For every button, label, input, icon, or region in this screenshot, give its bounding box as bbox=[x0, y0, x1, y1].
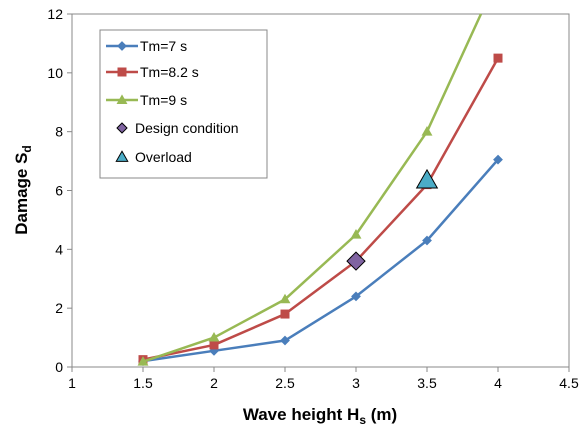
x-tick-label: 3.5 bbox=[417, 375, 437, 391]
data-point bbox=[208, 331, 220, 342]
y-tick-label: 8 bbox=[55, 124, 63, 140]
x-tick-label: 4 bbox=[494, 375, 502, 391]
legend-box bbox=[99, 29, 268, 179]
x-axis-title-suffix: (m) bbox=[366, 405, 397, 424]
legend-entry: Tm=7 s bbox=[106, 38, 187, 54]
x-axis-title-sub: s bbox=[359, 413, 366, 427]
y-tick-label: 4 bbox=[55, 241, 63, 257]
x-tick-label: 2 bbox=[210, 375, 218, 391]
highlight-points bbox=[346, 168, 439, 271]
legend-entries: Tm=7 s Tm=8.2 s Tm=9 s Design condition Over… bbox=[106, 38, 239, 165]
data-point bbox=[421, 126, 433, 136]
legend-label: Tm=9 s bbox=[140, 92, 187, 108]
series-3 bbox=[137, 13, 483, 366]
legend-marker bbox=[116, 94, 128, 104]
y-tick-label: 6 bbox=[55, 183, 63, 199]
legend-marker bbox=[117, 67, 127, 77]
x-axis-title: Wave height Hs (m) bbox=[243, 405, 397, 427]
legend-marker bbox=[115, 150, 129, 162]
x-axis-title-main: Wave height H bbox=[243, 405, 360, 424]
data-point bbox=[422, 235, 432, 246]
series-line bbox=[142, 13, 483, 363]
x-tick-label: 1 bbox=[68, 375, 76, 391]
series-line bbox=[142, 57, 500, 361]
y-tick-label: 2 bbox=[55, 300, 63, 316]
x-tick-label: 3 bbox=[352, 375, 360, 391]
data-point bbox=[493, 53, 503, 63]
legend-entry: Design condition bbox=[116, 120, 239, 136]
x-tick-label: 2.5 bbox=[275, 375, 295, 391]
axes: 1 1.5 2 2.5 3 3.5 4 4.5 0 2 4 6 8 10 12 bbox=[47, 6, 579, 391]
y-tick-label: 0 bbox=[55, 359, 63, 375]
overload-point bbox=[415, 168, 439, 189]
data-point bbox=[279, 293, 291, 304]
legend-label: Overload bbox=[135, 149, 192, 165]
design-condition-point bbox=[346, 251, 366, 271]
data-point bbox=[209, 340, 219, 350]
data-point bbox=[351, 291, 361, 302]
legend: Tm=7 s Tm=8.2 s Tm=9 s Design condition Over… bbox=[99, 29, 268, 179]
legend-entry: Tm=9 s bbox=[106, 92, 187, 108]
legend-entry: Tm=8.2 s bbox=[106, 64, 199, 80]
data-point bbox=[280, 335, 290, 346]
legend-label: Tm=8.2 s bbox=[140, 64, 199, 80]
y-axis-title: Damage Sd bbox=[12, 145, 34, 235]
legend-label: Tm=7 s bbox=[140, 38, 187, 54]
y-axis-title-sub: d bbox=[20, 145, 34, 152]
x-tick-label: 1.5 bbox=[133, 375, 153, 391]
x-tick-label: 4.5 bbox=[559, 375, 579, 391]
data-point bbox=[493, 154, 503, 165]
y-tick-label: 12 bbox=[47, 6, 63, 22]
legend-entry: Overload bbox=[115, 149, 192, 165]
y-tick-label: 10 bbox=[47, 65, 63, 81]
legend-marker bbox=[117, 41, 127, 51]
legend-label: Design condition bbox=[135, 120, 239, 136]
data-point bbox=[137, 356, 149, 366]
series-line bbox=[142, 158, 499, 363]
legend-marker bbox=[116, 122, 128, 134]
series-layer bbox=[137, 13, 503, 367]
y-axis-title-main: Damage S bbox=[12, 153, 31, 235]
data-point bbox=[350, 229, 362, 239]
data-point bbox=[280, 309, 290, 319]
